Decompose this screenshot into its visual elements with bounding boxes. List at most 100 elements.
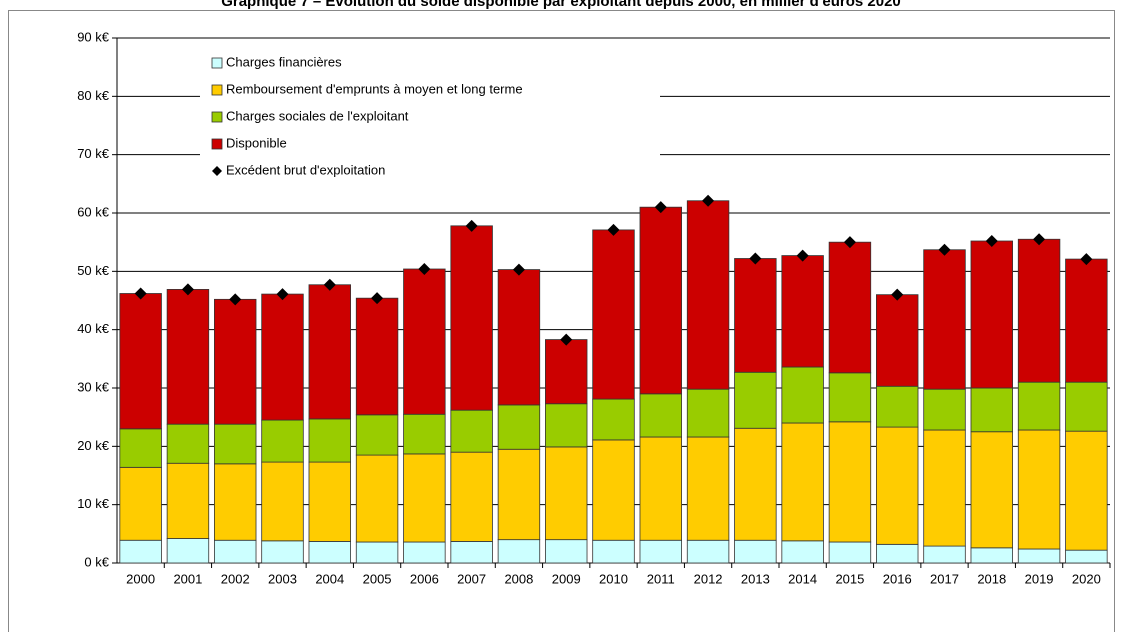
bar-segment (450, 225, 493, 411)
bar-segment (450, 541, 493, 564)
bar-segment (119, 539, 162, 564)
bar-segment (545, 339, 588, 405)
bar-segment (686, 200, 730, 390)
bar-segment (686, 539, 730, 564)
x-tick-label: 2010 (599, 571, 628, 586)
bar-segment (970, 387, 1013, 433)
bar-segment (923, 429, 966, 547)
bar-segment (1017, 429, 1061, 550)
bar-segment (497, 539, 541, 564)
bar-segment (214, 298, 257, 425)
marker (181, 283, 194, 296)
bar-segment (923, 545, 966, 564)
bar-segment (1065, 258, 1108, 383)
bar-segment (119, 428, 162, 468)
legend-swatch (211, 57, 223, 69)
legend-marker (212, 166, 222, 176)
marker (465, 219, 478, 232)
y-tick-label: 90 k€ (77, 29, 110, 44)
marker (371, 292, 384, 305)
marker (1033, 233, 1046, 246)
x-tick-label: 2015 (835, 571, 864, 586)
x-tick-label: 2004 (315, 571, 344, 586)
bar-segment (828, 541, 872, 564)
bar-segment (1017, 238, 1061, 383)
bar-segment (781, 255, 824, 368)
legend-label: Charges financières (226, 54, 342, 69)
marker (985, 235, 998, 247)
y-tick-label: 80 k€ (77, 88, 110, 103)
bar-segment (214, 463, 257, 541)
bar-segment (497, 269, 541, 406)
x-tick-label: 2017 (930, 571, 959, 586)
bar-segment (876, 426, 919, 545)
bar-segment (734, 258, 777, 373)
bar-segment (261, 461, 304, 542)
x-tick-label: 2013 (741, 571, 770, 586)
x-tick-label: 2005 (363, 571, 392, 586)
bar-segment (166, 462, 210, 539)
bar-segment (497, 404, 541, 450)
bar-segment (828, 372, 872, 423)
y-tick-label: 40 k€ (77, 321, 110, 336)
bar-segment (355, 297, 399, 416)
bar-segment (1065, 381, 1108, 432)
bar-segment (355, 414, 399, 456)
bar-segment (355, 541, 399, 564)
y-tick-label: 60 k€ (77, 204, 110, 219)
marker (323, 278, 336, 291)
marker (276, 288, 289, 301)
bar-segment (734, 371, 777, 429)
bar-segment (545, 403, 588, 448)
marker (891, 288, 904, 301)
bar-segment (639, 206, 682, 395)
bar-segment (308, 541, 351, 564)
bar-segment (686, 436, 730, 541)
marker (512, 263, 525, 276)
x-tick-label: 2012 (694, 571, 723, 586)
marker (796, 249, 809, 262)
bar-segment (450, 451, 493, 542)
x-tick-label: 2018 (977, 571, 1006, 586)
bar-segment (781, 366, 824, 424)
x-tick-label: 2007 (457, 571, 486, 586)
bar-segment (639, 539, 682, 564)
bar-segment (261, 293, 304, 421)
bar-segment (308, 284, 351, 420)
bar-segment (166, 423, 210, 464)
marker (843, 236, 856, 249)
marker (560, 333, 573, 346)
marker (229, 293, 242, 306)
legend-swatch (211, 111, 223, 123)
bar-segment (1017, 381, 1061, 431)
bar-segment (1017, 548, 1061, 564)
y-tick-label: 20 k€ (77, 438, 110, 453)
legend-label: Remboursement d'emprunts à moyen et long… (226, 81, 523, 96)
x-tick-label: 2014 (788, 571, 817, 586)
y-tick-label: 10 k€ (77, 496, 110, 511)
bar-segment (1065, 549, 1108, 564)
bar-segment (970, 431, 1013, 549)
bar-segment (923, 249, 966, 390)
x-tick-label: 2006 (410, 571, 439, 586)
bar-segment (403, 453, 446, 543)
y-tick-label: 0 k€ (84, 554, 109, 569)
legend-label: Charges sociales de l'exploitant (226, 108, 409, 123)
x-tick-label: 2009 (552, 571, 581, 586)
chart-title: Graphique 7 – Évolution du solde disponi… (221, 0, 901, 10)
x-tick-label: 2003 (268, 571, 297, 586)
legend-label: Disponible (226, 135, 287, 150)
bar-segment (592, 439, 635, 541)
marker (134, 287, 147, 300)
bar-segment (166, 538, 210, 564)
bar-segment (497, 448, 541, 541)
bar-segment (592, 229, 635, 400)
bar-segment (876, 543, 919, 564)
marker (702, 194, 715, 207)
bar-segment (686, 388, 730, 438)
bar-segment (308, 418, 351, 463)
marker (938, 243, 951, 256)
bar-segment (734, 427, 777, 541)
legend-box (200, 46, 660, 191)
